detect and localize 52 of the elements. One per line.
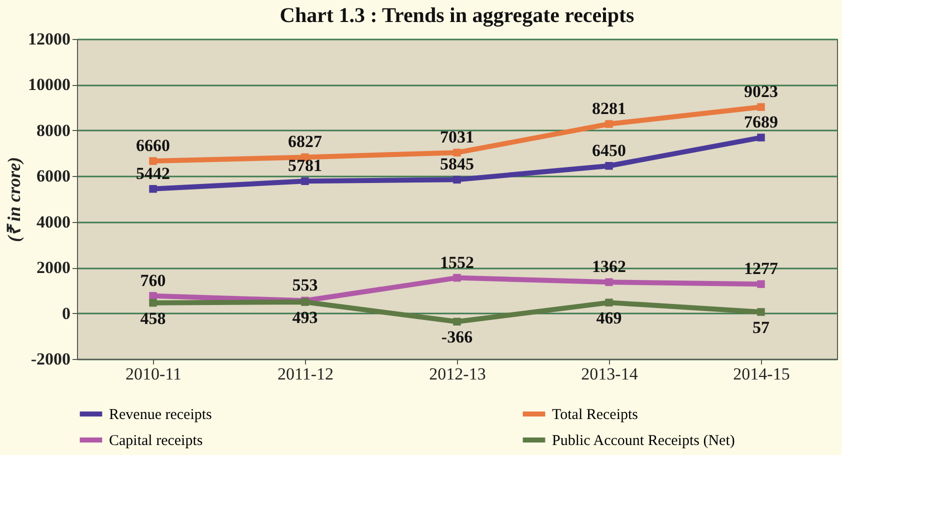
point xyxy=(757,308,765,316)
point xyxy=(453,176,461,184)
y-tick-label: 12000 xyxy=(28,30,70,48)
x-tick-label: 2010-11 xyxy=(125,364,182,384)
point xyxy=(149,298,157,307)
data-label: 6450 xyxy=(592,140,626,160)
y-tick-label: 0 xyxy=(62,304,70,323)
data-label: -366 xyxy=(441,328,473,347)
x-tick-label: 2012-13 xyxy=(429,364,486,384)
point xyxy=(453,148,461,156)
legend-label: Capital receipts xyxy=(109,433,203,449)
data-label: 493 xyxy=(292,308,318,328)
point xyxy=(605,162,613,170)
legend-label: Public Account Receipts (Net) xyxy=(552,433,735,449)
data-label: 8281 xyxy=(592,99,626,118)
data-label: 6827 xyxy=(288,132,322,152)
x-tick-label: 2014-15 xyxy=(733,364,790,384)
x-tick-label: 2011-12 xyxy=(277,364,334,384)
point xyxy=(757,280,765,288)
data-label: 5845 xyxy=(440,154,474,174)
y-tick-label: 2000 xyxy=(36,258,70,278)
data-label: 9023 xyxy=(744,82,778,102)
point xyxy=(149,157,157,165)
data-label: 7031 xyxy=(440,128,474,147)
legend-label: Total Receipts xyxy=(552,407,638,423)
point xyxy=(149,185,157,193)
data-label: 5781 xyxy=(288,156,322,176)
data-label: 458 xyxy=(140,308,166,328)
data-label: 6660 xyxy=(136,136,170,156)
point xyxy=(757,134,765,142)
point xyxy=(605,120,613,128)
data-label: 553 xyxy=(292,276,318,295)
x-tick-label: 2013-14 xyxy=(581,364,638,384)
chart-title: Chart 1.3 : Trends in aggregate receipts xyxy=(280,3,634,27)
data-label: 469 xyxy=(596,308,622,328)
data-label: 760 xyxy=(140,270,166,290)
y-tick-label: 8000 xyxy=(36,120,70,140)
y-tick-label: 10000 xyxy=(28,75,70,94)
data-label: 7689 xyxy=(744,112,778,132)
point xyxy=(605,278,613,286)
data-label: 57 xyxy=(752,318,770,337)
y-tick-label: 6000 xyxy=(36,166,70,186)
point xyxy=(301,177,309,186)
point xyxy=(453,274,461,282)
y-tick-label: -2000 xyxy=(30,350,70,368)
y-tick-label: 4000 xyxy=(36,212,70,232)
point xyxy=(605,298,613,306)
point xyxy=(757,103,765,111)
data-label: 1552 xyxy=(440,252,474,272)
point xyxy=(453,318,461,326)
y-axis-title: (₹ in crore) xyxy=(4,157,24,242)
legend-label: Revenue receipts xyxy=(109,407,212,423)
